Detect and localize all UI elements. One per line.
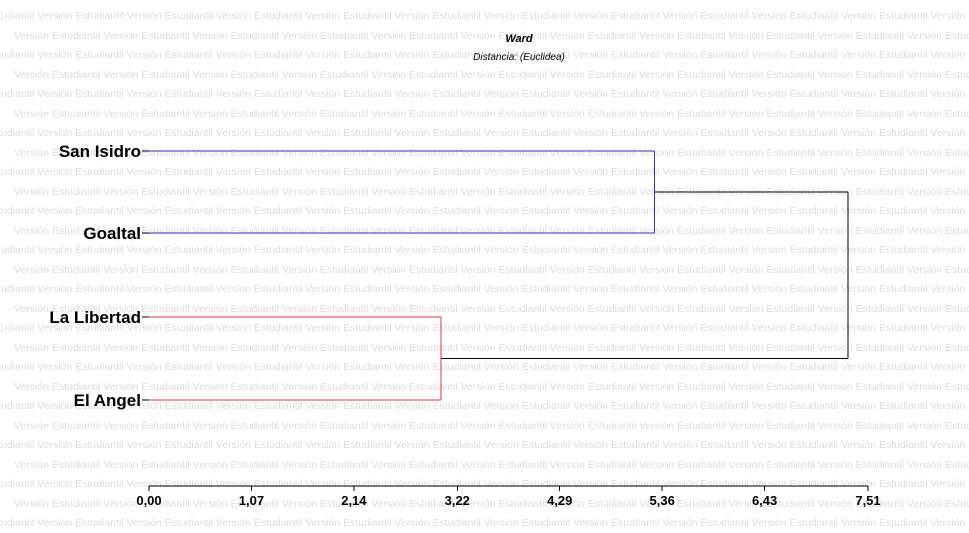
watermark-row: Versión Estudiantil Versión Estudiantil … [0,166,969,178]
watermark-row: Versión Estudiantil Versión Estudiantil … [0,517,969,529]
tick-label: 1,07 [239,493,264,508]
chart-subtitle: Distancia: (Euclidea) [473,52,565,63]
tick-label: 5,36 [650,493,675,508]
watermark-row: Versión Estudiantil Versión Estudiantil … [14,302,969,315]
leaf-label: El Angel [74,391,141,410]
watermark-row: Versión Estudiantil Versión Estudiantil … [14,107,969,120]
leaf-label: La Libertad [49,308,141,327]
x-axis: 0,00 1,07 2,14 3,22 4,29 5,36 6,43 7,51 [136,485,881,508]
watermark-row: Versión Estudiantil Versión Estudiantil … [14,458,969,471]
watermark-row: Versión Estudiantil Versión Estudiantil … [14,341,969,354]
watermark-row: Versión Estudiantil Versión Estudiantil … [0,478,969,490]
watermark-row: Versión Estudiantil Versión Estudiantil … [14,29,969,42]
watermark-row: Versión Estudiantil Versión Estudiantil … [0,283,969,295]
tick-label: 7,51 [855,493,880,508]
tick-label: 2,14 [341,493,367,508]
watermark-row: Versión Estudiantil Versión Estudiantil … [0,244,969,256]
watermark-row: Versión Estudiantil Versión Estudiantil … [0,127,969,139]
watermark-row: Versión Estudiantil Versión Estudiantil … [0,88,969,100]
watermark-row: Versión Estudiantil Versión Estudiantil … [0,10,969,22]
watermark-row: Versión Estudiantil Versión Estudiantil … [0,322,969,334]
tick-label: 3,22 [445,493,470,508]
watermark-row: Versión Estudiantil Versión Estudiantil … [0,400,969,412]
tick-label: 0,00 [136,493,161,508]
watermark-row: Versión Estudiantil Versión Estudiantil … [14,185,969,198]
watermark-row: Versión Estudiantil Versión Estudiantil … [0,439,969,451]
watermark-row: Versión Estudiantil Versión Estudiantil … [0,49,969,61]
tick-label: 6,43 [752,493,777,508]
watermark-row: Versión Estudiantil Versión Estudiantil … [14,263,969,276]
watermark-row: Versión Estudiantil Versión Estudiantil … [0,361,969,373]
watermark-row: Versión Estudiantil Versión Estudiantil … [14,146,969,159]
leaf-labels: San Isidro Goaltal La Libertad El Angel [49,142,149,410]
watermark-row: Versión Estudiantil Versión Estudiantil … [14,419,969,432]
chart-title: Ward [505,33,533,45]
watermark-row: Versión Estudiantil Versión Estudiantil … [14,497,969,510]
tick-label: 4,29 [547,493,572,508]
leaf-label: San Isidro [59,142,141,161]
watermark-row: Versión Estudiantil Versión Estudiantil … [0,205,969,217]
dendrogram-links [149,150,849,401]
leaf-label: Goaltal [83,224,141,243]
watermark-row: Versión Estudiantil Versión Estudiantil … [14,68,969,81]
watermark-row: Versión Estudiantil Versión Estudiantil … [14,380,969,393]
